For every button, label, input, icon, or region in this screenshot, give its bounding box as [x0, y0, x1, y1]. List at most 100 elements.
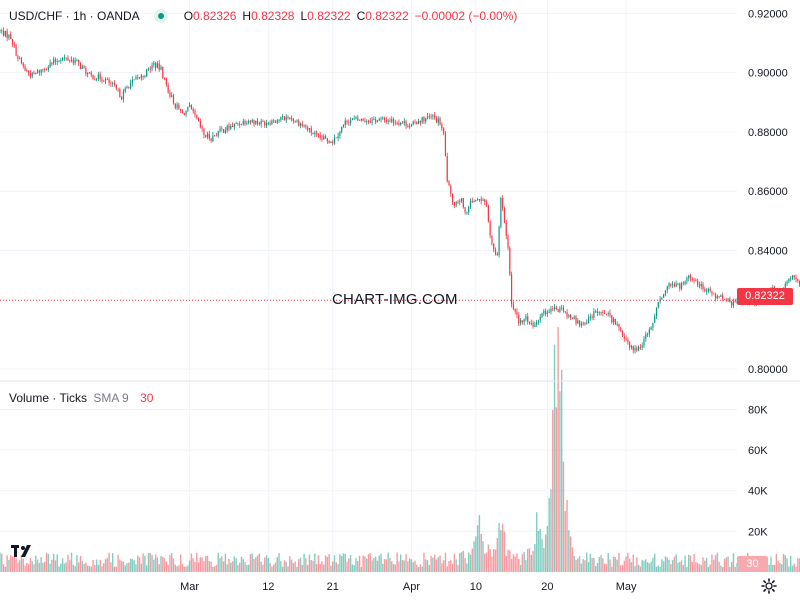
- volume-bar: [775, 553, 778, 572]
- candle-body: [713, 293, 715, 295]
- candle-body: [502, 197, 504, 209]
- candle-body: [664, 290, 667, 295]
- volume-bar: [684, 555, 686, 572]
- volume-bar: [335, 562, 338, 572]
- volume-bar: [408, 558, 411, 572]
- volume-bar: [450, 559, 452, 572]
- candle-body: [788, 278, 790, 282]
- volume-bar: [401, 559, 404, 572]
- price-tick-label: 0.92000: [748, 8, 788, 20]
- volume-bar: [149, 553, 151, 572]
- candle-body: [401, 122, 404, 124]
- candle-body: [539, 316, 541, 321]
- volume-bar: [614, 557, 617, 572]
- volume-bar: [417, 566, 420, 572]
- price-tick-label: 0.80000: [748, 364, 788, 376]
- candle-body: [480, 199, 482, 201]
- volume-bar: [593, 557, 595, 572]
- candle-body: [323, 136, 325, 140]
- candle-body: [468, 207, 470, 213]
- candle-body: [121, 97, 123, 100]
- volume-bar: [344, 553, 346, 572]
- volume-axis[interactable]: 80K 60K 40K 20K: [748, 404, 768, 538]
- volume-bar: [231, 561, 234, 572]
- market-status-icon[interactable]: [153, 9, 168, 23]
- candle-body: [369, 121, 371, 123]
- candle-body: [607, 313, 609, 314]
- volume-bar: [138, 557, 141, 572]
- candle-body: [273, 120, 275, 122]
- candle-body: [485, 202, 488, 206]
- candle-body: [56, 61, 58, 62]
- candle-body: [176, 104, 178, 108]
- volume-bar: [321, 561, 323, 572]
- time-tick-label: Mar: [180, 581, 199, 593]
- volume-bar: [215, 564, 218, 572]
- price-axis[interactable]: 0.92000 0.90000 0.88000 0.86000 0.84000 0.800…: [748, 8, 788, 376]
- candle-body: [450, 185, 452, 195]
- volume-bar: [426, 560, 429, 572]
- volume-bar: [276, 557, 278, 572]
- volume-bar: [575, 559, 577, 572]
- volume-bar: [603, 563, 606, 572]
- tradingview-logo-icon[interactable]: [10, 541, 40, 561]
- volume-bar: [709, 564, 711, 572]
- volume-bar: [165, 561, 168, 572]
- volume-bar: [670, 564, 672, 572]
- candle-body: [35, 72, 37, 74]
- candle-body: [233, 123, 235, 127]
- candle-body: [355, 117, 357, 119]
- candle-body: [160, 66, 162, 70]
- volume-bar: [713, 559, 715, 572]
- candle-body: [95, 78, 98, 80]
- candle-body: [600, 312, 602, 313]
- candle-body: [17, 55, 19, 59]
- candle-body: [214, 135, 216, 137]
- volume-header: Volume · Ticks SMA 9 30: [9, 391, 153, 405]
- grid-lines: [0, 0, 737, 572]
- candle-body: [196, 114, 198, 119]
- volume-bar: [503, 531, 506, 572]
- symbol-title[interactable]: USD/CHF · 1h · OANDA: [9, 9, 140, 23]
- volume-bar: [448, 561, 450, 572]
- candle-body: [342, 125, 345, 128]
- volume-bar: [378, 555, 380, 572]
- candle-body: [428, 116, 430, 118]
- volume-bar: [362, 555, 364, 572]
- volume-bar: [38, 562, 41, 572]
- volume-bar: [176, 566, 178, 572]
- volume-sma-value: 30: [140, 391, 154, 405]
- volume-bar: [206, 555, 209, 572]
- candle-body: [478, 199, 481, 200]
- volume-bar: [205, 556, 207, 572]
- candle-body: [26, 70, 28, 72]
- volume-bar: [290, 559, 293, 572]
- gear-icon[interactable]: [761, 578, 777, 594]
- volume-bar: [704, 560, 706, 572]
- volume-bar: [621, 565, 624, 572]
- volume-bar: [528, 548, 531, 572]
- volume-bar: [374, 556, 377, 572]
- volume-bar: [727, 556, 729, 572]
- candle-body: [101, 79, 103, 81]
- candle-body: [557, 309, 559, 312]
- candle-body: [521, 320, 523, 322]
- candle-body: [337, 136, 339, 138]
- volume-bar: [696, 562, 699, 572]
- time-axis[interactable]: Mar 12 21 Apr 10 20 May: [180, 581, 637, 593]
- candle-body: [163, 77, 166, 79]
- volume-bar: [192, 558, 194, 572]
- candle-body: [289, 117, 291, 120]
- volume-bar: [702, 557, 704, 572]
- candle-body: [657, 302, 659, 308]
- volume-bar: [328, 554, 330, 572]
- volume-bar: [74, 566, 76, 572]
- candle-body: [348, 122, 350, 124]
- candle-body: [528, 321, 531, 324]
- volume-title[interactable]: Volume · Ticks: [9, 391, 88, 405]
- candle-body: [231, 125, 234, 127]
- candle-body: [112, 83, 114, 85]
- candle-body: [489, 221, 491, 236]
- candle-body: [575, 316, 577, 324]
